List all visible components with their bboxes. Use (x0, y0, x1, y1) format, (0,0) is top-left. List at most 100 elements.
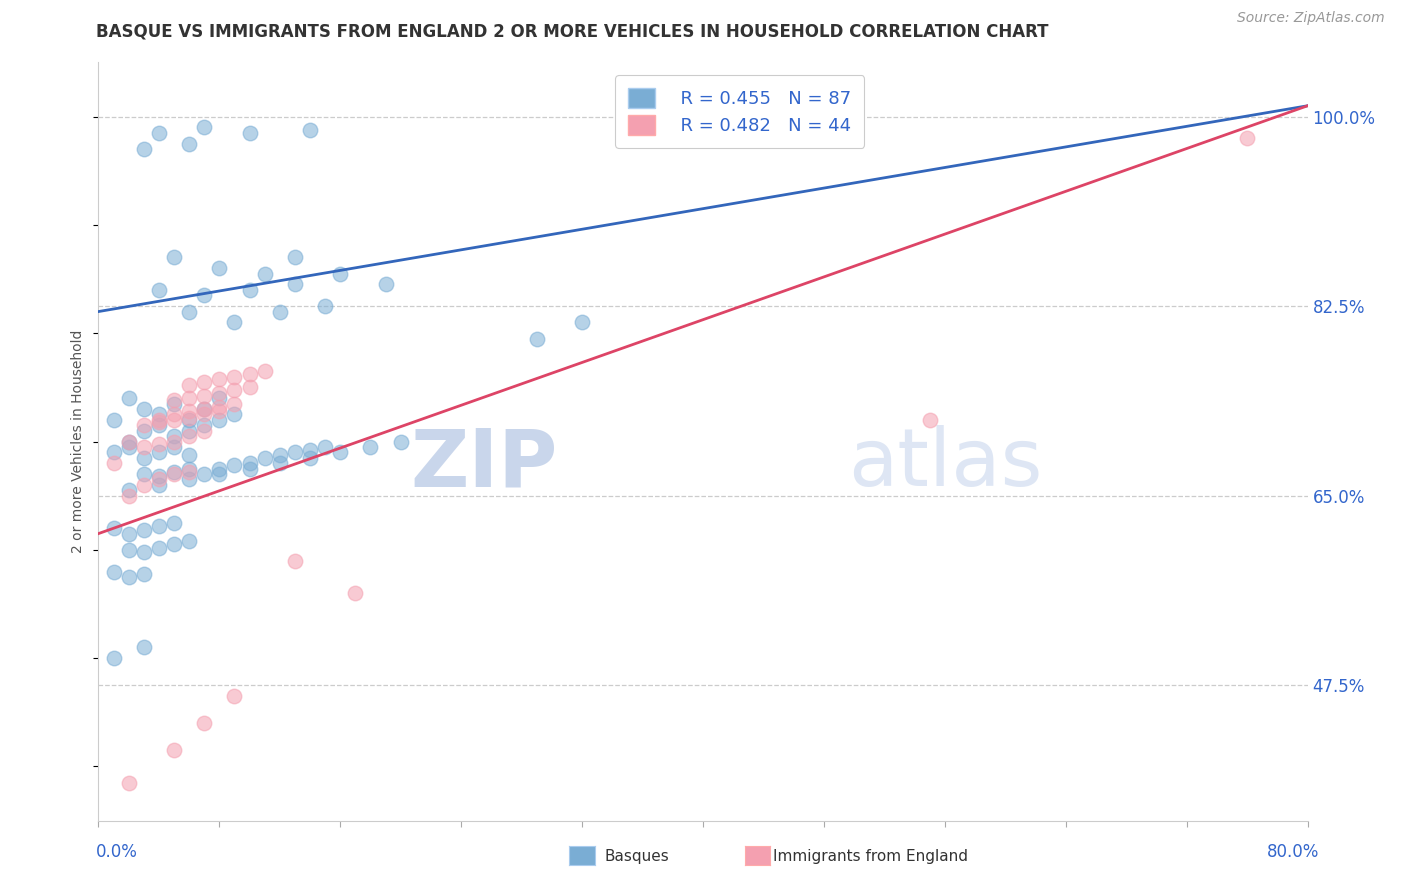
Point (179, 473, 201, 487)
Point (179, 378, 201, 392)
Point (148, 413, 170, 427)
Point (118, 440, 141, 454)
Point (239, 368, 262, 382)
Point (224, 458, 246, 473)
Point (284, 277, 307, 292)
Point (224, 689, 246, 703)
Point (284, 251, 307, 265)
Point (132, 450, 155, 465)
Point (132, 402, 155, 417)
Point (118, 542, 141, 557)
Point (314, 299, 336, 313)
Point (224, 396, 246, 410)
Point (329, 267, 352, 281)
Point (179, 304, 201, 318)
Point (239, 126, 262, 140)
Point (374, 277, 396, 292)
Point (224, 408, 246, 422)
Point (148, 541, 170, 555)
Point (253, 364, 276, 378)
Point (526, 332, 548, 346)
Text: Source: ZipAtlas.com: Source: ZipAtlas.com (1237, 11, 1385, 25)
Point (239, 461, 262, 475)
Point (163, 413, 186, 427)
Point (253, 450, 276, 465)
Point (193, 288, 215, 302)
Point (148, 478, 170, 492)
Point (269, 456, 291, 470)
Point (193, 424, 215, 438)
Point (118, 489, 141, 503)
Point (118, 570, 141, 584)
Point (163, 251, 186, 265)
Point (163, 465, 186, 479)
Point (179, 429, 201, 443)
Point (163, 429, 186, 443)
Point (224, 383, 246, 397)
Point (1236, 131, 1258, 145)
Text: Basques: Basques (605, 849, 669, 864)
Point (148, 469, 170, 483)
Point (163, 516, 186, 530)
Y-axis label: 2 or more Vehicles in Household: 2 or more Vehicles in Household (72, 330, 86, 553)
Point (163, 396, 186, 410)
Point (132, 467, 155, 481)
Point (103, 456, 125, 470)
Point (239, 380, 262, 394)
Point (179, 410, 201, 425)
Point (179, 448, 201, 462)
Point (193, 402, 215, 417)
Point (193, 389, 215, 403)
Point (208, 467, 231, 481)
Point (132, 524, 155, 538)
Point (148, 418, 170, 433)
Point (179, 465, 201, 479)
Point (103, 413, 125, 427)
Point (918, 413, 941, 427)
Point (208, 413, 231, 427)
Point (148, 473, 170, 487)
Point (179, 413, 201, 427)
Point (224, 369, 246, 384)
Point (314, 440, 336, 454)
Point (193, 375, 215, 389)
Point (163, 440, 186, 454)
Legend:   R = 0.455   N = 87,   R = 0.482   N = 44: R = 0.455 N = 87, R = 0.482 N = 44 (616, 75, 865, 147)
Point (132, 142, 155, 156)
Point (132, 545, 155, 559)
Point (163, 408, 186, 422)
Point (148, 519, 170, 533)
Text: atlas: atlas (848, 425, 1042, 503)
Point (224, 315, 246, 329)
Point (179, 461, 201, 475)
Point (179, 136, 201, 151)
Point (208, 391, 231, 405)
Point (239, 283, 262, 297)
Point (193, 120, 215, 135)
Point (118, 391, 141, 405)
Text: 80.0%: 80.0% (1267, 843, 1319, 861)
Text: ZIP: ZIP (411, 425, 558, 503)
Text: Immigrants from England: Immigrants from England (773, 849, 969, 864)
Point (360, 440, 382, 454)
Point (253, 267, 276, 281)
Point (284, 445, 307, 459)
Point (239, 456, 262, 470)
Point (193, 408, 215, 422)
Point (118, 434, 141, 449)
Point (193, 418, 215, 433)
Point (148, 415, 170, 429)
Point (148, 126, 170, 140)
Point (148, 283, 170, 297)
Point (148, 408, 170, 422)
Point (299, 443, 322, 458)
Point (103, 521, 125, 535)
Point (208, 261, 231, 276)
Point (208, 461, 231, 475)
Point (132, 424, 155, 438)
Point (269, 448, 291, 462)
Point (103, 565, 125, 579)
Point (148, 436, 170, 450)
Point (163, 467, 186, 481)
Point (132, 566, 155, 581)
